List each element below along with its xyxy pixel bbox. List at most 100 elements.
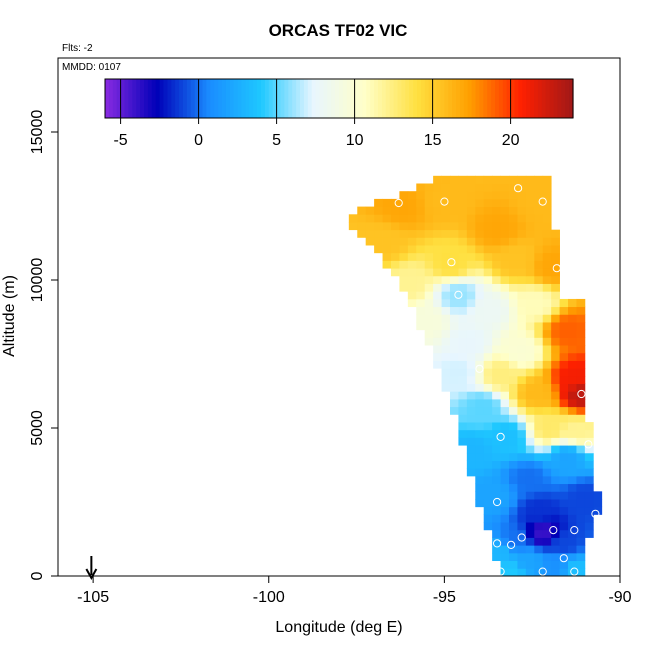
heatmap-cell — [559, 298, 569, 308]
heatmap-cell — [525, 206, 535, 215]
heatmap-cell — [424, 245, 434, 254]
heatmap-cell — [365, 229, 375, 238]
heatmap-cell — [542, 529, 552, 538]
heatmap-cell — [525, 345, 535, 354]
heatmap-cell — [568, 560, 577, 569]
sample-point — [454, 290, 463, 299]
colorbar-segment — [112, 79, 118, 118]
heatmap-cell — [407, 206, 417, 215]
heatmap-cell — [407, 283, 417, 292]
heatmap-cell — [509, 314, 518, 323]
heatmap-cell — [458, 221, 468, 231]
heatmap-cell — [568, 306, 577, 315]
heatmap-cell — [509, 514, 518, 523]
heatmap-cell — [475, 306, 485, 315]
heatmap-cell — [559, 375, 569, 384]
heatmap-cell — [525, 360, 535, 369]
heatmap-cell — [475, 221, 485, 231]
colorbar-segment — [186, 79, 192, 118]
heatmap-cell — [525, 437, 535, 446]
colorbar-segment — [335, 79, 340, 118]
heatmap-cell — [517, 475, 527, 485]
heatmap-cell — [568, 522, 577, 531]
heatmap-cell — [441, 191, 451, 200]
colorbar-segment — [350, 79, 356, 118]
heatmap-cell — [517, 568, 527, 577]
heatmap-cell — [407, 268, 417, 277]
heatmap-cell — [424, 191, 434, 200]
heatmap-cell — [551, 229, 560, 238]
colorbar-segment — [144, 79, 149, 118]
heatmap-cell — [509, 322, 518, 331]
colorbar-segment — [132, 79, 137, 118]
heatmap-cell — [483, 522, 493, 531]
heatmap-cell — [568, 375, 577, 384]
heatmap-cell — [492, 322, 501, 331]
heatmap-cell — [576, 337, 586, 346]
heatmap-cell — [433, 314, 442, 323]
heatmap-cell — [441, 283, 451, 292]
heatmap-cell — [483, 514, 493, 523]
heatmap-cell — [534, 506, 544, 515]
heatmap-cell — [483, 283, 493, 292]
heatmap-cell — [542, 175, 552, 184]
heatmap-cell — [584, 475, 594, 485]
heatmap-cell — [466, 206, 476, 215]
colorbar-segment — [253, 79, 258, 118]
heatmap-cell — [492, 175, 501, 184]
heatmap-cell — [492, 545, 501, 554]
heatmap-cell — [424, 221, 434, 231]
heatmap-cell — [551, 414, 560, 423]
heatmap-cell — [525, 568, 535, 577]
heatmap-cell — [509, 391, 518, 400]
colorbar-segment — [389, 79, 395, 118]
heatmap-cell — [466, 175, 476, 184]
heatmap-cell — [509, 422, 518, 431]
heatmap-cell — [475, 468, 485, 477]
heatmap-cell — [576, 429, 586, 438]
colorbar-segment — [284, 79, 289, 118]
heatmap-cell — [374, 214, 383, 223]
position-arrow-icon — [85, 556, 98, 581]
heatmap-cell — [568, 552, 577, 562]
heatmap-cell — [500, 275, 510, 284]
heatmap-cell — [509, 298, 518, 308]
heatmap-cell — [542, 499, 552, 508]
heatmap-cell — [492, 475, 501, 485]
heatmap-cell — [466, 198, 476, 207]
heatmap-cell — [525, 291, 535, 300]
colorbar-segment — [553, 79, 558, 118]
heatmap-cell — [542, 306, 552, 315]
heatmap-cell — [449, 391, 459, 400]
heatmap-cell — [433, 352, 442, 361]
heatmap-cell — [559, 568, 569, 577]
heatmap-cell — [500, 375, 510, 384]
heatmap-cell — [568, 460, 577, 469]
colorbar-segment — [296, 79, 301, 118]
heatmap-cell — [365, 221, 375, 231]
heatmap-cell — [517, 368, 527, 377]
heatmap-cell — [542, 183, 552, 192]
heatmap-cell — [424, 337, 434, 346]
heatmap-cell — [458, 206, 468, 215]
heatmap-cell — [584, 514, 594, 523]
heatmap-cell — [365, 206, 375, 215]
heatmap-cell — [525, 545, 535, 554]
heatmap-cell — [399, 191, 409, 200]
heatmap-cell — [407, 275, 417, 284]
heatmap-cell — [458, 283, 468, 292]
colorbar-segment — [151, 79, 157, 118]
heatmap-cell — [509, 252, 518, 261]
heatmap-cell — [449, 245, 459, 254]
heatmap-cell — [534, 375, 544, 384]
heatmap-cell — [475, 298, 485, 308]
sample-point — [496, 567, 505, 576]
heatmap-cell — [500, 298, 510, 308]
heatmap-cell — [449, 221, 459, 231]
heatmap-cell — [475, 268, 485, 277]
heatmap-cell — [475, 275, 485, 284]
heatmap-cell — [559, 552, 569, 562]
heatmap-cell — [534, 268, 544, 277]
heatmap-cell — [534, 298, 544, 308]
heatmap-cell — [475, 491, 485, 500]
